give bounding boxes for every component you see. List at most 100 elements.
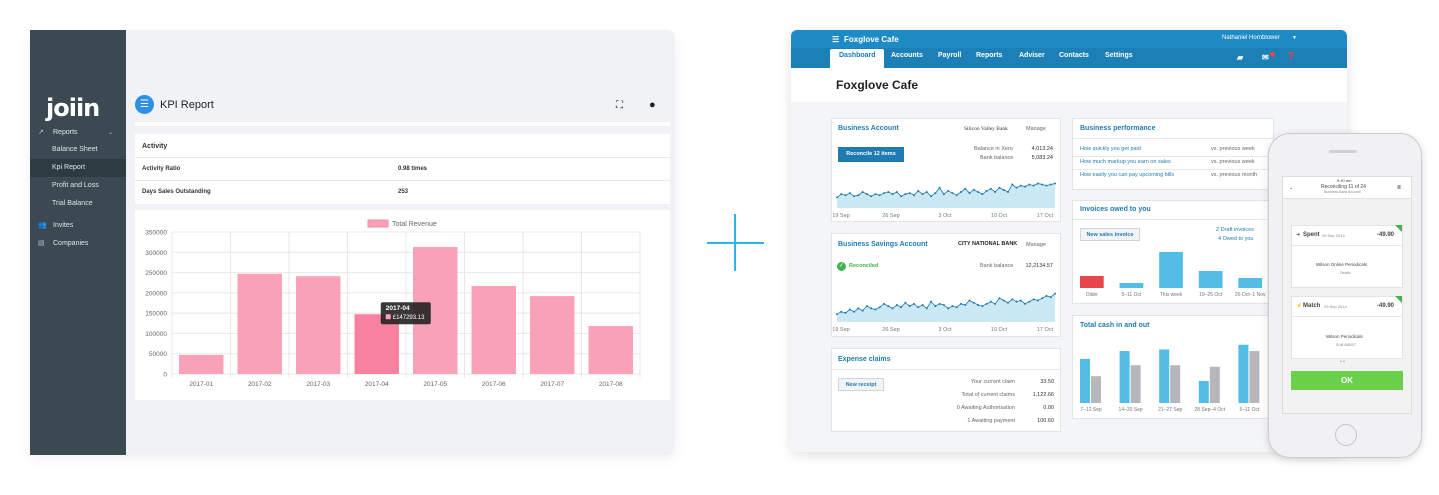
cash-in-bar[interactable] — [1159, 349, 1170, 403]
cash-out-bar[interactable] — [1091, 376, 1101, 403]
line-point — [900, 195, 903, 198]
revenue-bar[interactable] — [237, 273, 282, 374]
cash-out-bar[interactable] — [1209, 366, 1220, 403]
performance-divider — [1073, 138, 1273, 139]
cash-in-bar[interactable] — [1198, 380, 1209, 403]
revenue-bar[interactable] — [179, 354, 224, 374]
line-point — [1045, 294, 1048, 297]
sidebar-item-profit-and-loss[interactable]: Profit and Loss — [30, 177, 126, 195]
new-sales-invoice-button[interactable]: New sales invoice — [1080, 228, 1140, 241]
performance-compare: vs. previous week — [1211, 159, 1255, 165]
x-tick-label: 19 Sep — [833, 327, 850, 333]
new-receipt-button[interactable]: New receipt — [838, 378, 884, 391]
x-tick-label: 2017-05 — [423, 381, 447, 388]
line-point — [1054, 182, 1056, 185]
fullscreen-icon[interactable]: ⛶ — [616, 100, 623, 111]
tab-dashboard[interactable]: Dashboard — [839, 52, 876, 59]
business-account-title[interactable]: Business Account — [838, 125, 899, 132]
revenue-bar[interactable] — [296, 276, 341, 374]
performance-row-divider — [1073, 169, 1273, 170]
invoice-bar[interactable] — [1198, 271, 1223, 288]
spent-card[interactable] — [1291, 225, 1403, 288]
x-tick-label: 2017-07 — [540, 381, 564, 388]
manage-dropdown[interactable]: Manage — [1026, 126, 1046, 132]
line-point — [955, 306, 958, 309]
invoices-title[interactable]: Invoices owed to you — [1080, 206, 1151, 213]
hamburger-icon[interactable]: ☰ — [832, 35, 840, 44]
expense-claims-title[interactable]: Expense claims — [838, 356, 891, 363]
app-name[interactable]: Foxglove Cafe — [844, 35, 899, 44]
joiin-logo: joiin — [46, 94, 100, 122]
tab-accounts[interactable]: Accounts — [891, 52, 923, 59]
user-icon[interactable]: ● — [649, 99, 656, 111]
owed-to-you-link[interactable]: 4 Owed to you — [1218, 236, 1254, 242]
chevron-down-icon[interactable]: ▼ — [1292, 35, 1297, 41]
expense-row-value: 0.00 — [1043, 405, 1054, 411]
savings-bank-balance-value: 12,2134.57 — [1025, 263, 1053, 269]
revenue-bar[interactable] — [588, 326, 633, 374]
invoice-bar[interactable] — [1159, 252, 1183, 288]
performance-link[interactable]: How quickly you get paid — [1080, 146, 1141, 152]
activity-title: Activity — [142, 143, 168, 150]
tab-adviser[interactable]: Adviser — [1019, 52, 1045, 59]
details-link[interactable]: Details — [1340, 271, 1351, 275]
cash-in-bar[interactable] — [1238, 344, 1249, 403]
reconcile-button[interactable]: Reconcile 12 items — [838, 147, 904, 162]
sidebar-item-invites[interactable]: 👥 Invites — [30, 217, 126, 235]
cash-in-bar[interactable] — [1080, 358, 1090, 403]
revenue-bar[interactable] — [471, 285, 516, 374]
revenue-bar[interactable] — [530, 296, 575, 374]
sidebar-item-companies[interactable]: ▤ Companies — [30, 235, 126, 253]
business-performance-title[interactable]: Business performance — [1080, 125, 1156, 132]
cash-out-bar[interactable] — [1170, 365, 1181, 403]
chevron-down-icon[interactable]: ⌄ — [108, 130, 114, 136]
sidebar-item-reports[interactable]: ↗ Reports ⌄ — [30, 124, 126, 142]
sidebar-item-trial-balance[interactable]: Trial Balance — [30, 195, 126, 213]
spent-amount: -49.90 — [1377, 232, 1395, 238]
line-series — [836, 183, 1056, 198]
tab-settings[interactable]: Settings — [1105, 52, 1133, 59]
cash-in-bar[interactable] — [1119, 351, 1130, 403]
balance-xero-value: 4,013.24 — [1031, 146, 1053, 152]
draft-invoices-link[interactable]: 2 Draft invoices — [1216, 227, 1254, 233]
x-tick-label: 14–20 Sep — [1118, 407, 1142, 413]
performance-link[interactable]: How much markup you earn on sales — [1080, 159, 1171, 165]
sidebar-item-balance-sheet[interactable]: Balance Sheet — [30, 141, 126, 159]
menu-button[interactable]: ☰ — [135, 95, 154, 114]
line-point — [981, 193, 984, 196]
line-point — [1041, 183, 1044, 186]
manage-dropdown-savings[interactable]: Manage — [1026, 242, 1046, 248]
cash-title[interactable]: Total cash in and out — [1080, 322, 1150, 329]
line-point — [964, 304, 967, 306]
cash-out-bar[interactable] — [1130, 365, 1141, 403]
ok-button[interactable]: OK — [1291, 371, 1403, 390]
user-menu[interactable]: Nathaniel Hornblower — [1222, 35, 1280, 41]
line-point — [947, 189, 950, 192]
folder-icon[interactable]: ▰ — [1237, 53, 1244, 62]
match-card[interactable] — [1291, 296, 1403, 359]
line-point — [900, 306, 903, 309]
back-chevron-icon[interactable]: ⌄ — [1289, 185, 1294, 191]
invoice-bar[interactable] — [1079, 276, 1104, 288]
line-area — [837, 293, 1055, 322]
list-icon[interactable]: ≣ — [1397, 185, 1402, 191]
mail-icon[interactable]: ✉ — [1262, 53, 1269, 62]
tab-reports[interactable]: Reports — [976, 52, 1003, 59]
line-point — [1006, 191, 1009, 193]
home-button[interactable] — [1335, 424, 1357, 446]
expense-row-label: Total of current claims — [961, 392, 1016, 398]
performance-link[interactable]: How easily you can pay upcoming bills — [1080, 172, 1175, 178]
line-point — [857, 307, 860, 310]
invoice-bar[interactable] — [1119, 283, 1144, 288]
tab-payroll[interactable]: Payroll — [938, 52, 962, 59]
line-point — [959, 191, 962, 193]
phone-subtitle: Business Bank Account — [1324, 190, 1361, 194]
line-point — [895, 304, 898, 306]
tab-contacts[interactable]: Contacts — [1059, 52, 1089, 59]
cash-out-bar[interactable] — [1249, 351, 1260, 403]
help-icon[interactable]: ❓ — [1286, 52, 1296, 61]
sidebar-item-kpi-report[interactable]: Kpi Report — [30, 159, 126, 177]
savings-account-title[interactable]: Business Savings Account — [838, 241, 928, 248]
x-tick-label: 17 Oct — [1037, 213, 1054, 219]
invoice-bar[interactable] — [1238, 278, 1263, 288]
